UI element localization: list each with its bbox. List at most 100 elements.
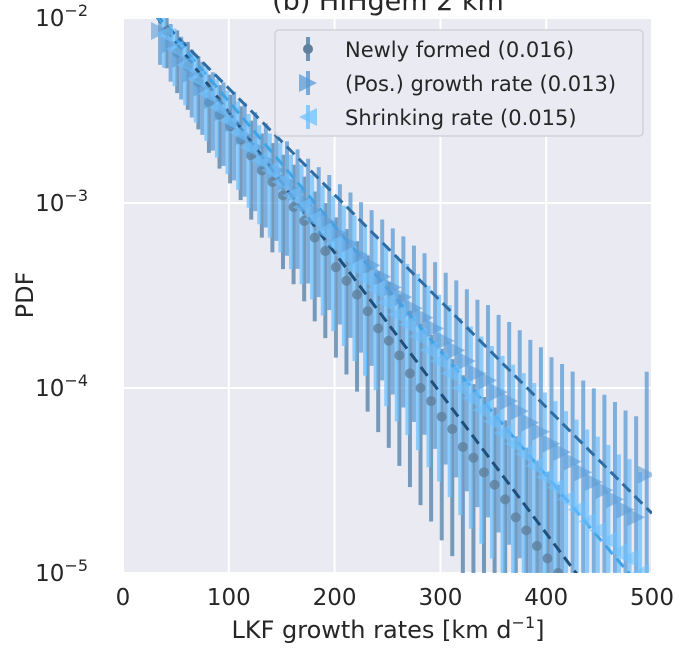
x-axis-label-end: ] xyxy=(535,616,544,644)
data-point xyxy=(229,123,248,142)
y-tick-label: 10−5 xyxy=(35,556,88,587)
data-point xyxy=(362,306,373,317)
data-point xyxy=(553,443,572,462)
data-point xyxy=(151,22,170,41)
x-axis-label-superscript: −1 xyxy=(512,613,536,632)
data-point xyxy=(292,198,311,217)
data-point xyxy=(373,323,384,334)
data-point xyxy=(440,364,459,383)
data-point xyxy=(250,151,269,170)
data-point xyxy=(563,452,582,471)
data-point xyxy=(271,172,290,191)
data-point xyxy=(383,335,394,346)
x-tick-label: 100 xyxy=(207,585,251,611)
data-point xyxy=(483,412,502,431)
legend-marker xyxy=(299,108,317,126)
y-tick-labels: 10−2 10−3 10−4 10−5 xyxy=(35,1,88,587)
fit-line xyxy=(156,18,652,515)
data-point xyxy=(415,308,434,327)
data-point xyxy=(567,500,586,519)
x-tick-label: 400 xyxy=(524,585,568,611)
data-point xyxy=(330,224,349,243)
fit-line xyxy=(155,18,578,573)
data-point xyxy=(521,525,532,536)
data-point xyxy=(430,351,449,370)
data-point xyxy=(404,368,415,379)
data-point xyxy=(207,98,226,117)
data-point xyxy=(609,542,628,561)
data-point xyxy=(535,468,554,487)
y-tick-label: 10−2 xyxy=(35,1,88,32)
data-point xyxy=(309,232,320,243)
data-point xyxy=(599,531,618,550)
data-point xyxy=(303,209,322,228)
x-axis-label-main: LKF growth rates [km d xyxy=(231,616,511,644)
data-point xyxy=(510,512,521,523)
data-point xyxy=(489,479,500,490)
data-point xyxy=(574,463,593,482)
data-point xyxy=(627,508,646,527)
x-axis-label: LKF growth rates [km d−1] xyxy=(231,613,544,644)
data-point xyxy=(616,500,635,519)
data-point xyxy=(408,327,427,346)
data-point xyxy=(281,186,300,205)
chart-title: (b) HIHgem 2 km xyxy=(272,0,504,17)
data-point xyxy=(330,262,341,273)
legend-marker xyxy=(303,44,313,54)
data-point xyxy=(631,564,650,573)
data-point xyxy=(493,424,512,443)
x-tick-label: 500 xyxy=(630,585,674,611)
data-point xyxy=(341,235,360,254)
data-point xyxy=(165,39,184,58)
data-point xyxy=(320,246,331,257)
data-point xyxy=(426,319,445,338)
data-point xyxy=(366,280,385,299)
data-point xyxy=(426,396,437,407)
data-point xyxy=(531,540,542,551)
data-point xyxy=(557,490,576,509)
data-point xyxy=(394,288,413,307)
data-point xyxy=(620,549,639,568)
data-point xyxy=(197,84,216,103)
data-point xyxy=(504,434,523,453)
data-point xyxy=(176,55,195,74)
data-point xyxy=(451,379,470,397)
data-point xyxy=(457,441,468,452)
legend-item: Newly formed (0.016) xyxy=(303,37,574,62)
data-point xyxy=(387,305,406,324)
data-point xyxy=(546,478,565,497)
data-point xyxy=(383,278,402,297)
data-point xyxy=(419,341,438,360)
data-point xyxy=(605,490,624,509)
data-point xyxy=(637,465,652,484)
data-point xyxy=(461,389,480,408)
y-tick-label: 10−3 xyxy=(35,186,88,217)
data-point xyxy=(362,256,381,275)
data-point xyxy=(479,467,490,478)
data-point xyxy=(313,222,332,241)
data-point xyxy=(394,350,405,361)
data-point xyxy=(525,456,544,475)
data-point xyxy=(521,413,540,432)
x-tick-label: 300 xyxy=(418,585,462,611)
data-point xyxy=(186,69,205,88)
legend-marker xyxy=(299,74,317,92)
data-point xyxy=(514,444,533,463)
y-tick-label: 10−4 xyxy=(35,371,88,402)
data-point xyxy=(324,235,343,254)
data-point xyxy=(468,452,479,463)
data-point xyxy=(500,494,511,505)
legend-label: (Pos.) growth rate (0.013) xyxy=(345,72,616,96)
legend-box xyxy=(274,29,644,137)
data-point xyxy=(542,434,561,453)
data-point xyxy=(436,331,455,350)
data-point xyxy=(352,289,363,300)
data-point xyxy=(447,341,466,360)
data-point xyxy=(553,568,564,573)
data-point xyxy=(239,138,258,157)
legend-label: Shrinking rate (0.015) xyxy=(345,106,577,130)
data-point xyxy=(398,315,417,334)
x-tick-label: 200 xyxy=(313,585,357,611)
data-point xyxy=(472,401,491,420)
